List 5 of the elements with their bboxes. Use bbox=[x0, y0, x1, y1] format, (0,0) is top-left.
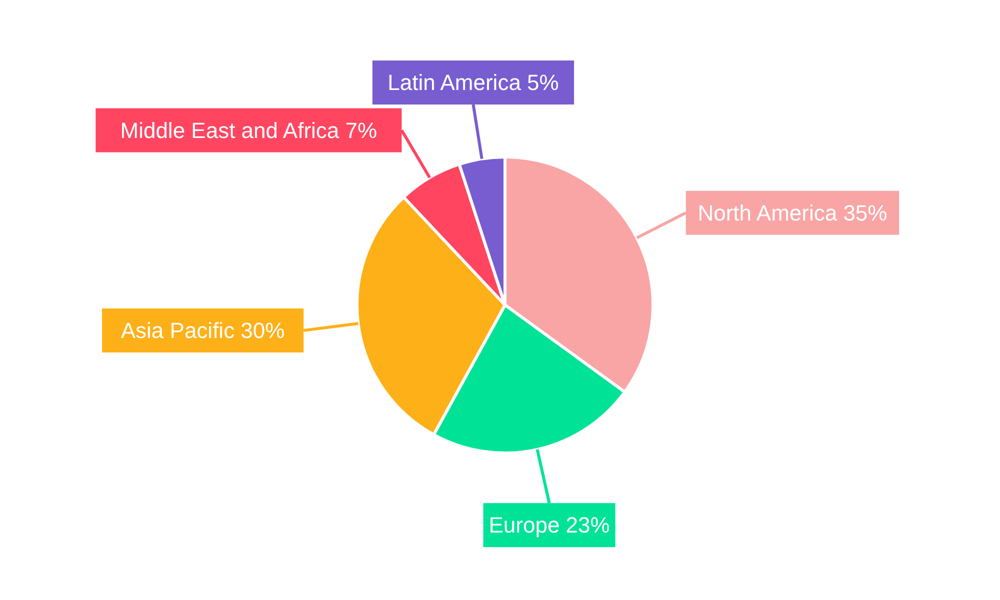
slice-label: Asia Pacific 30% bbox=[120, 318, 285, 343]
slice-label: Europe 23% bbox=[488, 512, 610, 538]
slice-label: Latin America 5% bbox=[388, 70, 559, 95]
slice-label: North America 35% bbox=[698, 200, 888, 226]
slice-label: Middle East and Africa 7% bbox=[120, 118, 378, 143]
